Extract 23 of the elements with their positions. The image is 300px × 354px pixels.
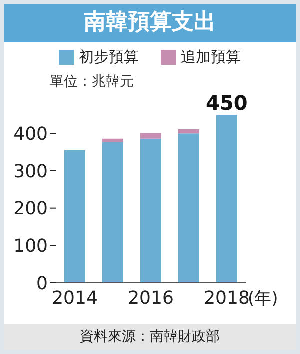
y-tick-label: 300 bbox=[14, 161, 48, 182]
x-axis-title: (年) bbox=[248, 288, 278, 310]
source-note: 資料來源：南韓財政部 bbox=[4, 324, 296, 350]
legend-label: 初步預算 bbox=[79, 48, 139, 67]
bar bbox=[140, 138, 162, 283]
y-tick-label: 200 bbox=[14, 198, 48, 220]
legend-label: 追加預算 bbox=[181, 48, 241, 67]
bar bbox=[102, 142, 124, 283]
x-tick-label: 2014 bbox=[52, 288, 98, 309]
bar bbox=[216, 115, 238, 283]
bar bbox=[102, 138, 124, 142]
text: 單位：兆韓元 bbox=[50, 73, 135, 91]
y-tick-label: 0 bbox=[36, 273, 48, 294]
y-tick-label: 400 bbox=[14, 124, 48, 146]
bar bbox=[64, 150, 86, 283]
bar bbox=[178, 130, 200, 134]
y-tick-label: 100 bbox=[14, 236, 48, 258]
bar bbox=[140, 133, 162, 139]
x-tick-label: 2018 bbox=[204, 288, 250, 309]
x-tick-label: 2016 bbox=[128, 288, 174, 309]
chart-title: 南韓預算支出 bbox=[4, 4, 296, 42]
bar bbox=[178, 134, 200, 283]
data-label: 450 bbox=[206, 91, 248, 115]
